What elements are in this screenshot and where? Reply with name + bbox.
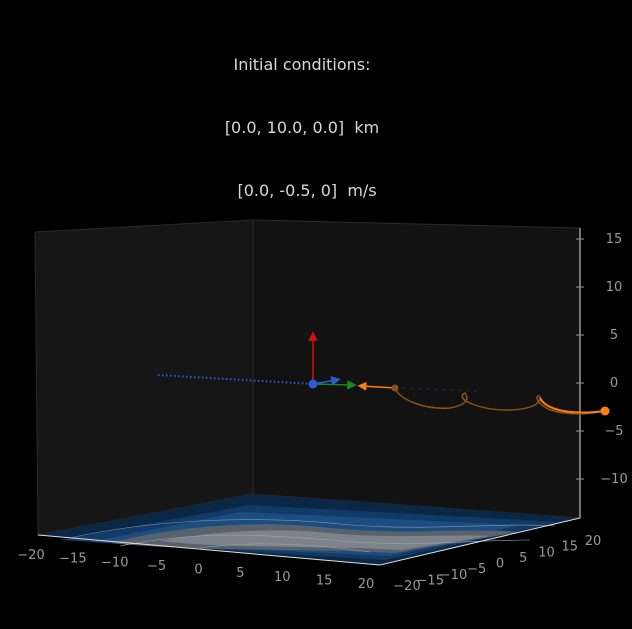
z-tick-label: 10 — [606, 280, 623, 295]
x-tick-label: 10 — [274, 570, 291, 585]
x-tick-label: −10 — [101, 555, 128, 570]
y-tick-labels: −20−15−10 −5 0 5 10 15 20 — [393, 534, 601, 594]
z-tick-label: −5 — [604, 424, 623, 439]
title-line-2: [0.0, 10.0, 0.0] km — [224, 118, 380, 137]
z-tick-labels: −10 −5 0 5 10 15 — [576, 232, 628, 487]
z-tick-label: −10 — [600, 472, 627, 487]
y-tick-label: 5 — [519, 551, 527, 566]
trajectory-loops — [394, 387, 606, 415]
y-tick-label: 10 — [538, 545, 555, 560]
y-tick-label: −5 — [467, 562, 486, 577]
title-line-3: [0.0, -0.5, 0] m/s — [227, 181, 377, 200]
floor-contour-line-2 — [119, 534, 531, 547]
x-tick-label: 15 — [316, 573, 333, 588]
z-tick-label: 5 — [610, 328, 618, 343]
floor-contour-line-1 — [69, 519, 556, 539]
trajectory-arrow — [357, 381, 396, 391]
z-tick-label: 15 — [606, 232, 623, 247]
x-tick-label: 20 — [358, 577, 375, 592]
y-tick-label: −10 — [440, 568, 467, 583]
x-tick-label: 0 — [194, 563, 202, 578]
back-pane-right — [252, 219, 581, 519]
chart-title: Initial conditions: [0.0, 10.0, 0.0] km … — [0, 12, 604, 222]
x-tick-label: −20 — [17, 548, 44, 563]
floor-contour — [38, 494, 580, 565]
z-tick-label: 0 — [610, 376, 618, 391]
y-tick-label: −15 — [417, 573, 444, 588]
projection-trail — [157, 374, 314, 385]
central-body — [308, 379, 318, 389]
y-tick-label: 20 — [585, 534, 602, 549]
y-tick-label: 15 — [561, 540, 578, 555]
x-tick-labels: −20 −15 −10 −5 0 5 10 15 20 — [17, 548, 374, 592]
x-tick-label: −5 — [147, 559, 166, 574]
trajectory-endpoint — [600, 406, 610, 416]
y-tick-label: 0 — [496, 557, 504, 572]
x-tick-label: 5 — [236, 566, 244, 581]
frame-axis-x — [312, 380, 357, 390]
x-tick-label: −15 — [59, 552, 86, 567]
trajectory-loops-bright — [539, 397, 606, 414]
title-line-1: Initial conditions: — [233, 55, 371, 74]
y-axis-line — [379, 517, 581, 566]
back-pane-left — [34, 219, 254, 536]
floor-contour-line-3 — [199, 543, 371, 553]
x-axis-line — [37, 534, 381, 566]
y-tick-label: −20 — [393, 579, 420, 594]
trajectory-midpoint — [391, 384, 399, 392]
